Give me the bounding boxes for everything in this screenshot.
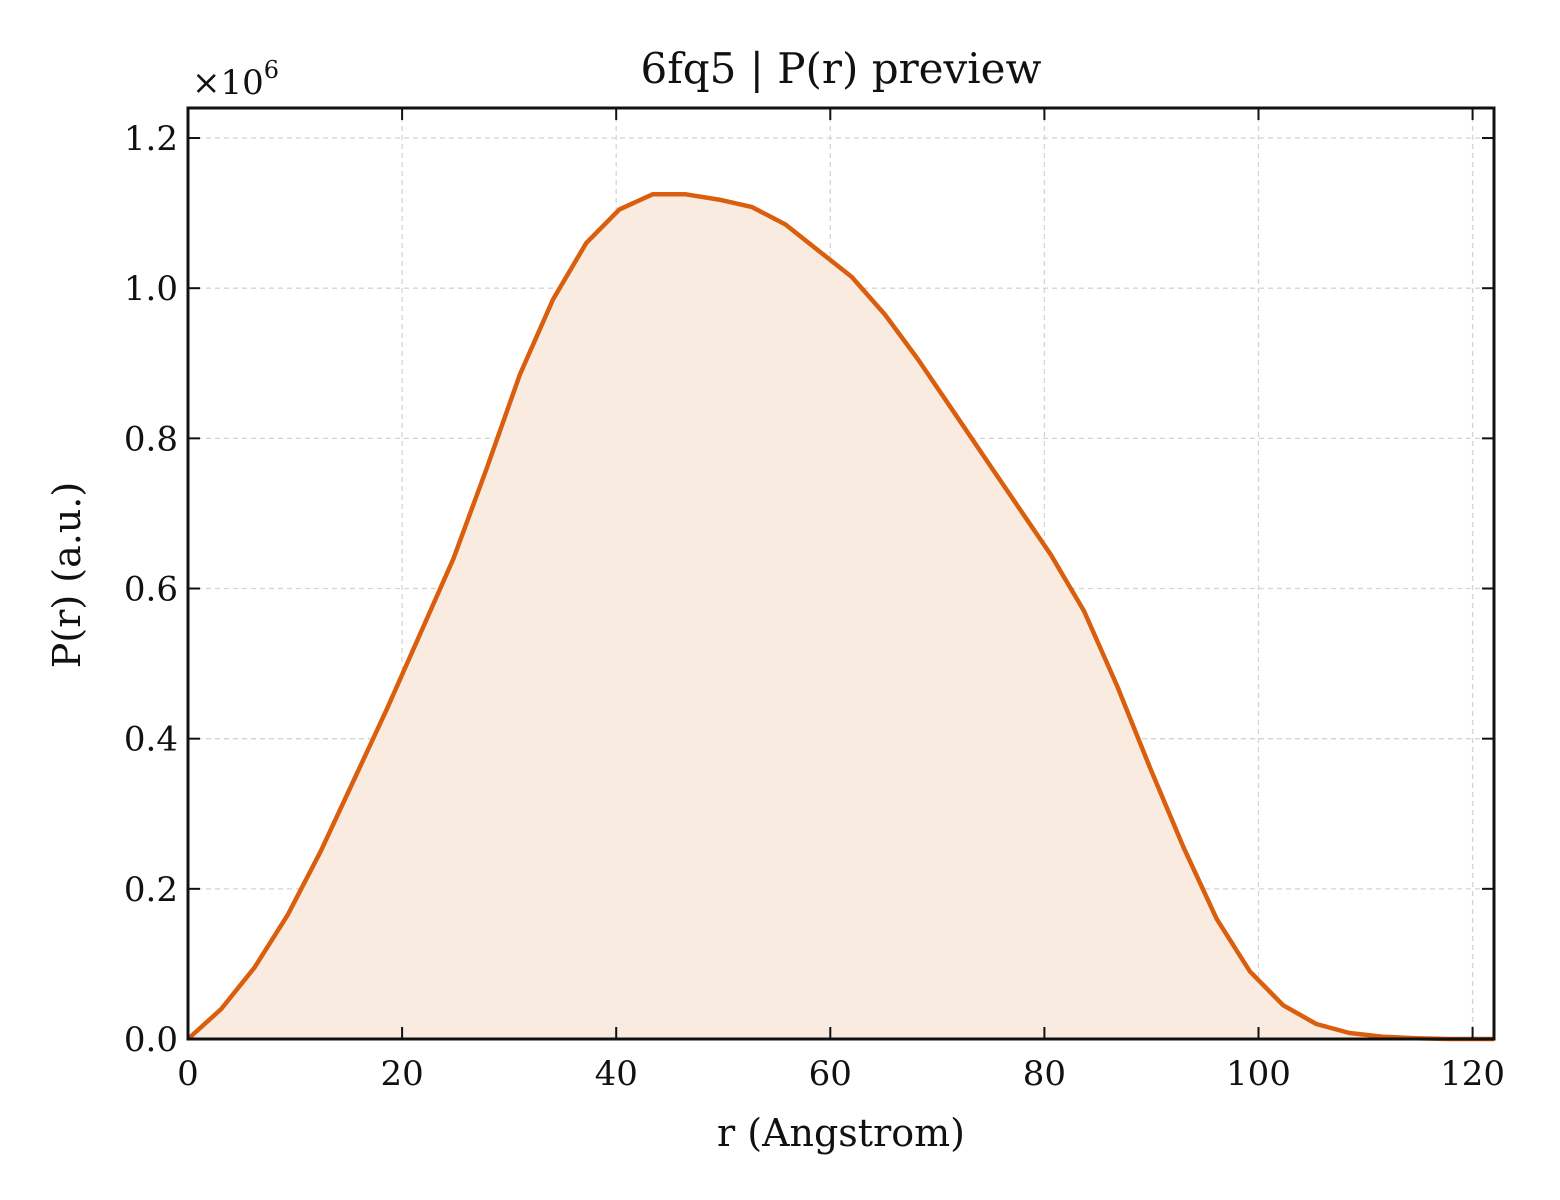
x-tick-label: 100 (1226, 1054, 1291, 1094)
x-tick-label: 40 (595, 1054, 638, 1094)
x-axis-title: r (Angstrom) (717, 1111, 965, 1155)
y-axis-multiplier: ×106 (192, 56, 279, 103)
plot-frame (186, 106, 1496, 1041)
chart-title: 6fq5 | P(r) preview (641, 44, 1042, 93)
y-axis-title: P(r) (a.u.) (45, 482, 89, 668)
x-tick-label: 0 (177, 1054, 199, 1094)
axis-ticks (187, 108, 1494, 1040)
y-tick-label: 0.4 (124, 720, 178, 760)
y-tick-label: 1.0 (124, 269, 178, 309)
y-tick-label: 0.2 (124, 870, 178, 910)
y-multiplier-exponent: 6 (264, 56, 279, 84)
y-tick-label: 1.2 (124, 119, 178, 159)
y-tick-label: 0.8 (124, 419, 178, 459)
tick-labels: 0 20 40 60 80 100 120 0.0 0.2 0.4 0.6 0.8 1.0 1.2 (124, 119, 1505, 1094)
x-tick-label: 60 (809, 1054, 852, 1094)
x-tick-label: 80 (1023, 1054, 1066, 1094)
x-tick-label: 120 (1440, 1054, 1505, 1094)
series-line (186, 192, 1494, 1042)
y-multiplier-base: ×10 (192, 63, 264, 103)
x-tick-label: 20 (380, 1054, 423, 1094)
y-tick-label: 0.0 (124, 1020, 178, 1060)
area-fill (188, 194, 1494, 1040)
y-tick-label: 0.6 (124, 570, 178, 610)
